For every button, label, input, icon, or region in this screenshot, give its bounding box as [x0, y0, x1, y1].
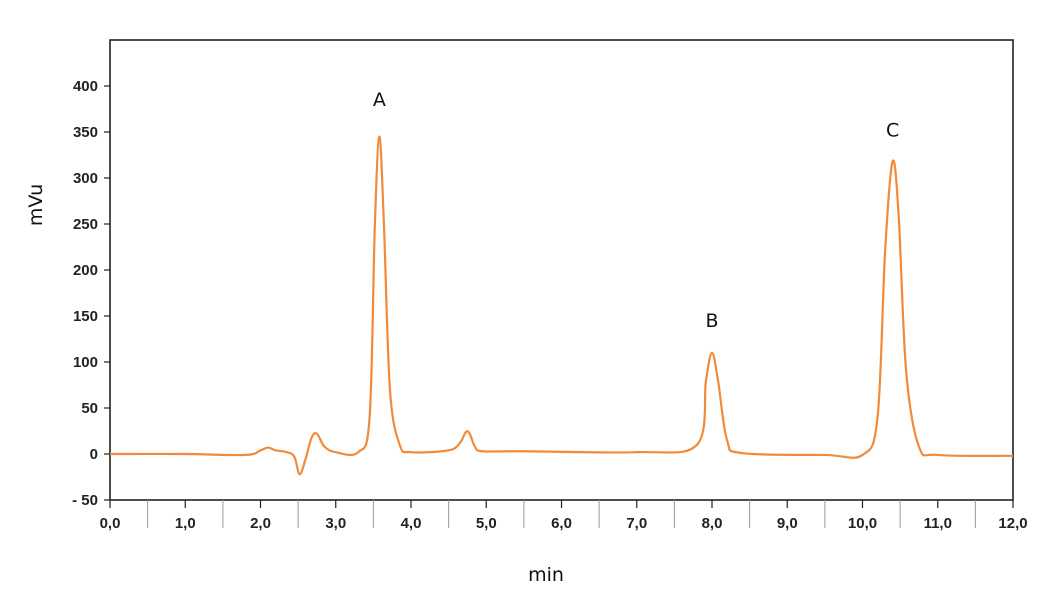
y-tick-label: 350	[73, 124, 98, 141]
plot-frame	[109, 39, 1014, 501]
y-tick-label: 300	[73, 170, 98, 187]
x-tick-label: 6,0	[551, 515, 572, 532]
x-tick-label: 4,0	[401, 515, 422, 532]
peak-annotations: A B C	[373, 89, 899, 332]
y-axis-ticks: 400 350 300 250 200 150 100 50 0 - 50	[72, 78, 110, 509]
x-tick-label: 0,0	[100, 515, 121, 532]
x-tick-label: 10,0	[848, 515, 877, 532]
x-tick-label: 2,0	[250, 515, 271, 532]
x-tick-label: 7,0	[626, 515, 647, 532]
y-axis-title: mVu	[25, 184, 47, 226]
x-axis-title: min	[528, 564, 564, 586]
series-line	[109, 135, 1014, 476]
x-tick-label: 3,0	[325, 515, 346, 532]
x-tick-label: 12,0	[998, 515, 1027, 532]
y-tick-label: - 50	[72, 492, 98, 509]
y-tick-label: 100	[73, 354, 98, 371]
x-axis-ticks: 0,0 1,0 2,0 3,0 4,0 5,0 6,0 7,0 8,0 9,0 10,0 11,0 12…	[100, 500, 1028, 532]
x-tick-label: 5,0	[476, 515, 497, 532]
x-tick-label: 8,0	[702, 515, 723, 532]
y-tick-label: 400	[73, 78, 98, 95]
y-tick-label: 50	[81, 400, 98, 417]
y-tick-label: 150	[73, 308, 98, 325]
y-tick-label: 0	[90, 446, 98, 463]
y-tick-label: 250	[73, 216, 98, 233]
peak-label-c: C	[886, 120, 899, 142]
y-tick-label: 200	[73, 262, 98, 279]
peak-label-a: A	[373, 89, 386, 111]
series-group	[109, 135, 1014, 476]
peak-label-b: B	[705, 310, 718, 332]
plot-border	[109, 39, 1014, 501]
x-tick-label: 9,0	[777, 515, 798, 532]
x-tick-label: 1,0	[175, 515, 196, 532]
x-tick-label: 11,0	[924, 515, 952, 532]
